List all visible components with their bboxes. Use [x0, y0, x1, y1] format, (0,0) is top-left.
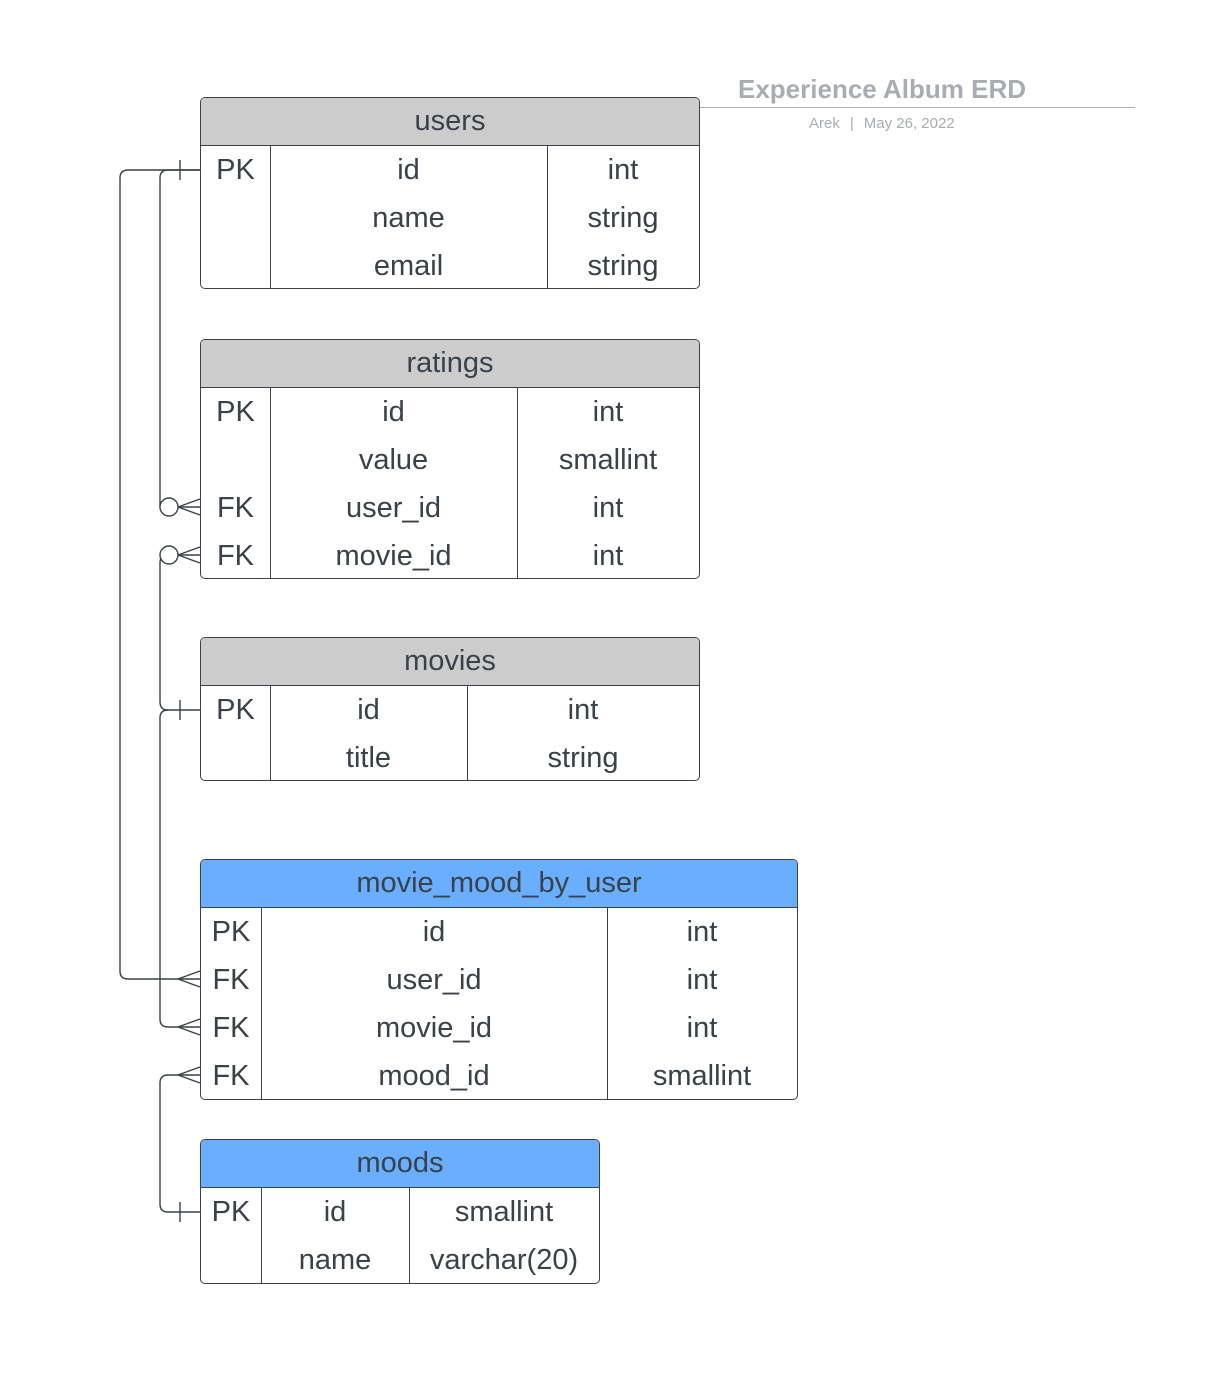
key-cell: PK — [211, 915, 251, 948]
zero-marker — [159, 545, 179, 565]
table-header: moods — [201, 1140, 599, 1188]
zero-marker — [159, 497, 179, 517]
type-cell: int — [567, 693, 599, 726]
field-cell: id — [422, 915, 446, 948]
field-cell: id — [323, 1195, 347, 1228]
connector-users-to-ratings — [159, 169, 200, 508]
field-cell: user_id — [345, 491, 442, 524]
type-cell: int — [607, 153, 639, 186]
column-divider — [547, 146, 548, 288]
date-label: May 26, 2022 — [863, 115, 955, 132]
field-cell: name — [372, 201, 445, 234]
type-cell: int — [592, 539, 624, 572]
diagram-meta: Arek | May 26, 2022 — [809, 115, 955, 132]
field-cell: value — [358, 443, 429, 476]
diagram-title: Experience Album ERD — [738, 74, 1027, 104]
title-block: Experience Album ERD Arek | May 26, 2022 — [700, 72, 1135, 142]
key-cell — [201, 194, 270, 242]
crowfoot-marker — [177, 498, 201, 516]
table-header: users — [201, 98, 699, 146]
key-cell — [201, 242, 270, 288]
key-cell: FK — [216, 491, 255, 524]
connector-moods-to-mmbu — [159, 1074, 200, 1213]
column-divider — [409, 1188, 410, 1283]
table-header: movie_mood_by_user — [201, 860, 797, 908]
type-cell: smallint — [454, 1195, 554, 1228]
connector-movies-to-ratings — [159, 554, 200, 711]
table-movie-mood-by-user[interactable]: movie_mood_by_user PK id int FK user_id … — [200, 859, 798, 1100]
crowfoot-marker — [177, 1066, 201, 1084]
table-header: ratings — [201, 340, 699, 388]
type-cell: string — [547, 741, 619, 774]
type-cell: int — [686, 915, 718, 948]
title-divider — [700, 107, 1135, 108]
author-label: Arek — [809, 115, 840, 132]
key-cell: PK — [211, 1195, 251, 1228]
connector-movies-to-mmbu — [159, 709, 200, 1028]
field-cell: id — [357, 693, 380, 726]
field-cell: movie_id — [375, 1011, 493, 1044]
type-cell: smallint — [558, 443, 658, 476]
meta-separator: | — [849, 115, 854, 132]
column-divider — [270, 686, 271, 780]
column-divider — [270, 388, 271, 578]
type-cell: int — [592, 491, 624, 524]
field-cell: mood_id — [378, 1059, 490, 1092]
connector-users-to-mmbu — [119, 169, 200, 980]
type-cell: int — [686, 1011, 718, 1044]
key-cell: PK — [216, 153, 255, 186]
type-cell: smallint — [652, 1059, 752, 1092]
field-cell: user_id — [386, 963, 482, 996]
key-cell: FK — [212, 1011, 250, 1044]
key-cell: FK — [212, 963, 250, 996]
column-divider — [607, 908, 608, 1099]
type-cell: varchar(20) — [429, 1243, 579, 1276]
field-cell: email — [373, 249, 444, 282]
field-cell: id — [397, 153, 420, 186]
table-ratings[interactable]: ratings PK id int value smallint FK user… — [200, 339, 700, 579]
type-cell: int — [592, 395, 624, 428]
key-cell: FK — [216, 539, 255, 572]
field-cell: name — [298, 1243, 372, 1276]
table-header: movies — [201, 638, 699, 686]
table-moods[interactable]: moods PK id smallint name varchar(20) — [200, 1139, 600, 1284]
type-cell: int — [686, 963, 718, 996]
type-cell: string — [587, 201, 659, 234]
column-divider — [261, 908, 262, 1099]
column-divider — [270, 146, 271, 288]
crowfoot-marker — [177, 546, 201, 564]
type-cell: string — [587, 249, 659, 282]
key-cell: PK — [216, 395, 255, 428]
table-users[interactable]: users PK id int name string email string — [200, 97, 700, 289]
key-cell — [201, 1236, 261, 1283]
table-movies[interactable]: movies PK id int title string — [200, 637, 700, 781]
crowfoot-marker — [177, 1018, 201, 1036]
column-divider — [517, 388, 518, 578]
field-cell: id — [382, 395, 405, 428]
field-cell: title — [345, 741, 392, 774]
crowfoot-marker — [177, 970, 201, 988]
field-cell: movie_id — [335, 539, 452, 572]
column-divider — [467, 686, 468, 780]
column-divider — [261, 1188, 262, 1283]
key-cell — [201, 734, 270, 780]
key-cell: PK — [216, 693, 255, 726]
key-cell — [201, 436, 270, 484]
key-cell: FK — [212, 1059, 250, 1092]
